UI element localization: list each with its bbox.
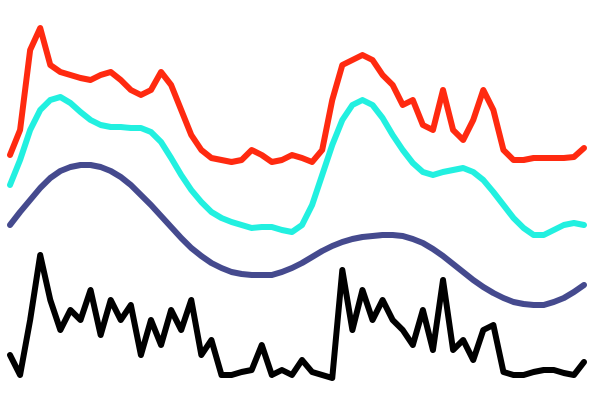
line-series [7, 25, 587, 165]
line-series [7, 162, 587, 308]
line-series [7, 252, 587, 381]
line-series [7, 94, 587, 238]
